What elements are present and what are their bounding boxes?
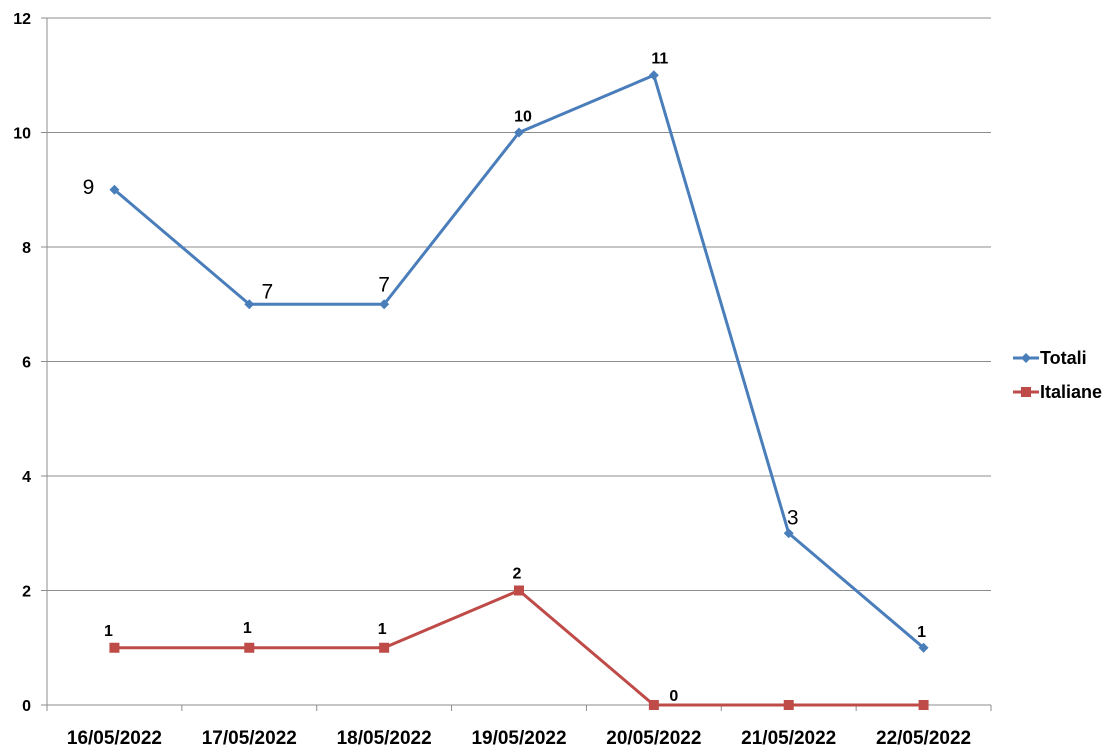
x-tick-label: 22/05/2022 xyxy=(876,728,971,749)
data-label-italiane: 2 xyxy=(513,566,522,583)
legend-marker xyxy=(1021,353,1031,363)
x-tick-label: 18/05/2022 xyxy=(337,728,432,749)
grid-layer xyxy=(47,17,991,591)
y-tick-label: 0 xyxy=(22,698,31,715)
x-tick-label: 21/05/2022 xyxy=(741,728,836,749)
data-point-italiane xyxy=(514,585,524,596)
data-label-totali: 10 xyxy=(514,109,532,126)
x-tick-label: 20/05/2022 xyxy=(606,728,701,749)
data-label-italiane: 0 xyxy=(669,688,678,705)
data-point-italiane xyxy=(379,642,390,653)
x-tick-label: 16/05/2022 xyxy=(67,728,162,749)
data-label-totali: 1 xyxy=(917,624,926,641)
series-line-italiane xyxy=(114,589,924,707)
data-point-totali xyxy=(109,184,120,195)
y-tick-label: 12 xyxy=(13,11,31,28)
data-label-totali: 3 xyxy=(787,506,799,529)
y-tick-label: 10 xyxy=(13,126,31,143)
y-tick-label: 4 xyxy=(22,469,31,486)
legend-marker xyxy=(1021,387,1031,397)
legend-item-italiane: Italiane xyxy=(1013,382,1102,402)
data-label-italiane: 1 xyxy=(243,620,252,637)
legend-label: Totali xyxy=(1040,348,1087,368)
data-point-italiane xyxy=(109,642,120,653)
data-label-italiane: 1 xyxy=(378,621,387,638)
legend-label: Italiane xyxy=(1040,382,1102,402)
data-label-totali: 11 xyxy=(651,50,668,67)
data-label-totali: 7 xyxy=(261,280,273,303)
data-point-totali xyxy=(514,127,524,138)
data-point-totali xyxy=(379,299,390,310)
series-layer xyxy=(109,70,929,710)
data-point-totali xyxy=(918,642,929,653)
data-label-totali: 7 xyxy=(378,273,390,296)
data-label-totali: 9 xyxy=(83,176,95,199)
x-tick-label: 19/05/2022 xyxy=(471,728,566,749)
legend: Totali Italiane xyxy=(1013,348,1102,402)
data-point-totali xyxy=(783,528,794,539)
data-point-totali xyxy=(648,70,659,81)
data-point-italiane xyxy=(783,700,794,710)
data-label-italiane: 1 xyxy=(104,623,113,640)
y-tick-label: 2 xyxy=(22,584,31,601)
legend-item-totali: Totali xyxy=(1013,348,1087,368)
data-point-totali xyxy=(244,299,255,310)
data-point-italiane xyxy=(918,700,929,710)
data-point-italiane xyxy=(244,642,255,653)
y-tick-label: 6 xyxy=(22,355,31,372)
y-tick-label: 8 xyxy=(22,240,31,257)
data-point-italiane xyxy=(648,700,659,710)
x-tick-label: 17/05/2022 xyxy=(202,728,297,749)
